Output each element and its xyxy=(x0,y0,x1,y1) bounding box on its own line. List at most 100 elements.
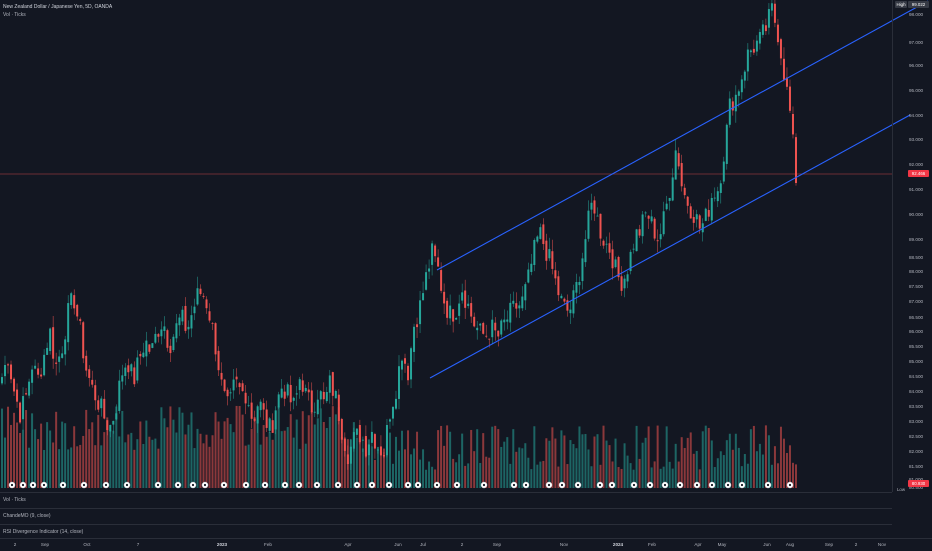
price-scale-label: 98.000 xyxy=(909,12,924,17)
candle-body xyxy=(611,249,614,269)
candle-body xyxy=(752,48,755,53)
price-scale-label: 85.500 xyxy=(909,344,924,349)
volume-bars xyxy=(1,405,797,488)
candle-body xyxy=(196,288,199,305)
volume-bar xyxy=(572,444,575,488)
candle-body xyxy=(602,240,605,246)
volume-bar xyxy=(304,443,307,488)
candle-body xyxy=(193,306,196,314)
volume-bar xyxy=(202,443,205,488)
volume-bar xyxy=(707,427,710,488)
volume-bar xyxy=(749,429,752,488)
volume-bar xyxy=(178,407,181,488)
volume-bar xyxy=(214,412,217,488)
chandemo-pane[interactable]: ChandeMO (9, close) xyxy=(0,508,892,526)
candle-body xyxy=(458,303,461,316)
volume-bar xyxy=(328,416,331,488)
volume-bar xyxy=(121,410,124,488)
event-markers[interactable] xyxy=(8,481,794,489)
volume-bar xyxy=(581,434,584,488)
price-scale-label: 88.000 xyxy=(909,269,924,274)
price-scale-label: 82.000 xyxy=(909,449,924,454)
candle-body xyxy=(310,390,313,413)
time-axis[interactable]: 2 Sep Oct 7 2023 Feb Apr Jun Jul 2 Sep Nov 2024 Feb Ap… xyxy=(0,538,932,551)
candle-body xyxy=(614,259,617,268)
dividend-marker-icon xyxy=(738,481,746,489)
candle-body xyxy=(208,311,211,321)
dividend-marker-icon xyxy=(154,481,162,489)
candle-body xyxy=(668,197,671,201)
volume-bar xyxy=(76,446,79,488)
candle-body xyxy=(524,284,527,301)
dividend-marker-icon xyxy=(242,481,250,489)
candle-body xyxy=(731,101,734,111)
candle-body xyxy=(746,49,749,72)
candle-body xyxy=(536,236,539,242)
time-axis-label: Sep xyxy=(824,542,834,547)
rsi-divergence-pane[interactable]: RSI Divergence Indicator (14, close) xyxy=(0,524,892,539)
volume-bar xyxy=(13,412,16,488)
volume-bar xyxy=(190,412,193,488)
candle-body xyxy=(370,431,373,443)
candle-body xyxy=(512,300,515,304)
candle-body xyxy=(25,393,28,395)
price-scale[interactable]: High 99.022 98.000 97.000 96.000 95.000 94.0… xyxy=(892,0,932,492)
candle-body xyxy=(169,345,172,354)
channel-upper-line[interactable] xyxy=(436,0,929,271)
price-chart[interactable] xyxy=(0,0,932,492)
candle-body xyxy=(172,336,175,351)
candle-body xyxy=(689,206,692,219)
candle-body xyxy=(397,366,400,399)
volume-bar xyxy=(521,448,524,488)
candle-body xyxy=(704,208,707,221)
candle-body xyxy=(331,372,334,396)
price-scale-label: 83.000 xyxy=(909,419,924,424)
volume-bar xyxy=(746,463,749,488)
volume-bar xyxy=(767,435,770,488)
volume-bar xyxy=(632,469,635,488)
candle-body xyxy=(542,224,545,245)
volume-bar xyxy=(506,437,509,488)
volume-bar xyxy=(416,431,419,488)
time-axis-label: Oct xyxy=(83,542,91,547)
volume-bar xyxy=(554,438,557,488)
candle-body xyxy=(479,323,482,326)
candle-body xyxy=(722,161,725,182)
volume-bar xyxy=(343,437,346,488)
volume-bar xyxy=(307,415,310,488)
volume-bar xyxy=(292,437,295,488)
volume-bar xyxy=(103,432,106,488)
candle-body xyxy=(653,218,656,239)
candle-body xyxy=(373,434,376,449)
candle-body xyxy=(596,215,599,217)
candle-body xyxy=(419,300,422,325)
dividend-marker-icon xyxy=(353,481,361,489)
price-scale-label: 85.000 xyxy=(909,359,924,364)
candle-body xyxy=(379,446,382,456)
candle-body xyxy=(151,343,154,348)
candle-body xyxy=(779,39,782,59)
volume-bar xyxy=(449,431,452,488)
volume-bar xyxy=(274,420,277,488)
volume-pane[interactable]: Vol · Ticks xyxy=(0,492,892,510)
dividend-marker-icon xyxy=(261,481,269,489)
candle-body xyxy=(767,9,770,28)
dividend-marker-icon xyxy=(385,481,393,489)
channel-lower-line[interactable] xyxy=(429,114,911,379)
volume-bar xyxy=(575,448,578,488)
candle-body xyxy=(28,381,31,396)
candle-body xyxy=(557,276,560,296)
candle-body xyxy=(76,304,79,317)
candle-body xyxy=(740,79,743,93)
candle-body xyxy=(476,327,479,331)
candle-body xyxy=(680,163,683,187)
candle-body xyxy=(52,327,55,359)
volume-bar xyxy=(289,414,292,488)
candle-body xyxy=(563,298,566,302)
volume-bar xyxy=(382,448,385,488)
volume-bar xyxy=(419,459,422,488)
volume-bar xyxy=(358,428,361,488)
candle-body xyxy=(253,418,256,421)
candle-body xyxy=(262,403,265,410)
volume-bar xyxy=(737,447,740,488)
